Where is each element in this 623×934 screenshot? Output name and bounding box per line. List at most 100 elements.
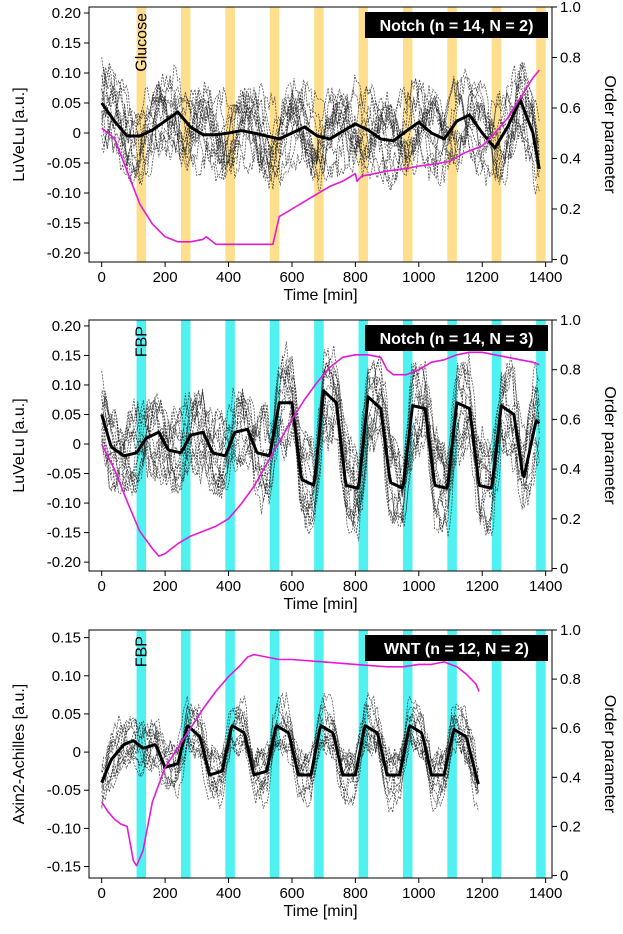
plot-frame [88, 319, 553, 572]
x-axis-label: Time [min] [283, 287, 357, 304]
y2-tick-label: 1.0 [560, 0, 581, 16]
y2-axis-label: Order parameter [601, 386, 618, 505]
y-tick-label: -0.10 [47, 495, 81, 512]
x-tick-label: 800 [343, 578, 368, 595]
individual-trace [101, 64, 540, 195]
x-tick-label: 1200 [466, 269, 499, 286]
individual-trace [101, 716, 479, 809]
y-tick-label: 0.15 [52, 347, 81, 364]
pulse-annotation: FBP [133, 326, 150, 357]
series-mean-line [100, 389, 541, 490]
pulse-band [225, 7, 235, 262]
y-axis-label: LuVeLu [a.u.] [11, 398, 28, 492]
y-tick-label: -0.20 [47, 245, 81, 262]
x-tick-label: 400 [216, 269, 241, 286]
y2-tick-label: 1.0 [560, 622, 581, 639]
x-tick-label: 800 [343, 885, 368, 902]
x-tick-label: 600 [279, 885, 304, 902]
pulse-band [136, 630, 147, 878]
y2-tick-label: 0.6 [560, 411, 581, 428]
x-tick-label: 800 [343, 269, 368, 286]
plot-frame [88, 629, 553, 879]
y-tick-label: 0.10 [52, 668, 81, 685]
x-axis-label: Time [min] [283, 596, 357, 613]
y2-tick-label: 0.6 [560, 720, 581, 737]
y2-axis-label: Order parameter [601, 75, 618, 194]
y-tick-label: 0 [73, 125, 81, 142]
pulse-band [491, 7, 502, 262]
y-tick-label: 0.10 [52, 377, 81, 394]
individual-trace [101, 73, 540, 183]
x-tick-label: 0 [98, 578, 106, 595]
y2-tick-label: 1.0 [560, 312, 581, 329]
x-tick-label: 1400 [529, 885, 562, 902]
individual-trace [101, 86, 540, 167]
individual-trace [101, 73, 540, 189]
x-tick-label: 200 [153, 578, 178, 595]
pulse-annotation: FBP [133, 636, 150, 667]
y2-tick-label: 0.4 [560, 769, 581, 786]
x-tick-label: 1400 [529, 269, 562, 286]
title-badge [365, 635, 548, 661]
y-tick-label: 0 [73, 436, 81, 453]
x-tick-label: 0 [98, 269, 106, 286]
individual-trace [101, 91, 540, 171]
x-tick-label: 400 [216, 885, 241, 902]
individual-trace [101, 375, 540, 509]
x-tick-label: 1000 [402, 269, 435, 286]
x-tick-label: 200 [153, 885, 178, 902]
pulse-band [536, 320, 546, 571]
x-axis-label: Time [min] [283, 903, 357, 920]
pulse-band [536, 7, 546, 262]
y-tick-label: -0.15 [47, 859, 81, 876]
individual-trace [101, 355, 540, 536]
individual-trace [101, 341, 540, 542]
individual-trace [101, 61, 540, 181]
title-badge-text: Notch (n = 14, N = 3) [380, 331, 534, 348]
x-tick-label: 0 [98, 885, 106, 902]
pulse-band [536, 630, 546, 878]
x-tick-label: 600 [279, 578, 304, 595]
y-tick-label: -0.10 [47, 185, 81, 202]
y-tick-label: -0.15 [47, 215, 81, 232]
individual-trace [101, 705, 479, 796]
y2-tick-label: 0.2 [560, 818, 581, 835]
pulse-band [491, 630, 502, 878]
x-tick-label: 1000 [402, 885, 435, 902]
series-mean-line [100, 98, 541, 170]
y2-tick-label: 0.2 [560, 511, 581, 528]
y2-tick-label: 0.8 [560, 49, 581, 66]
y-tick-label: 0.20 [52, 318, 81, 335]
series-order-parameter-line [101, 653, 480, 867]
individual-trace [101, 702, 479, 806]
y-tick-label: 0.05 [52, 406, 81, 423]
pulse-band [180, 7, 191, 262]
title-badge-text: WNT (n = 12, N = 2) [384, 641, 529, 658]
series-order-parameter-line [101, 69, 540, 246]
y-tick-label: -0.15 [47, 525, 81, 542]
y2-tick-label: 0 [560, 868, 568, 885]
y2-tick-label: 0 [560, 251, 568, 268]
y-tick-label: -0.05 [47, 466, 81, 483]
title-badge-text: Notch (n = 14, N = 2) [380, 18, 534, 35]
series-mean-line [100, 724, 480, 785]
y2-tick-label: 0.4 [560, 150, 581, 167]
individual-trace [101, 357, 540, 522]
y-tick-label: 0 [73, 744, 81, 761]
individual-trace [101, 395, 540, 501]
plot-frame [88, 6, 553, 263]
individual-traces [101, 57, 540, 195]
y-tick-label: -0.05 [47, 782, 81, 799]
individual-trace [101, 71, 540, 181]
pulse-annotation: Glucose [133, 13, 150, 72]
y-tick-label: 0.10 [52, 65, 81, 82]
x-tick-label: 1000 [402, 578, 435, 595]
y2-tick-label: 0.8 [560, 671, 581, 688]
y-axis-label: LuVeLu [a.u.] [11, 87, 28, 181]
title-badge [365, 12, 548, 38]
y2-tick-label: 0.4 [560, 461, 581, 478]
panel-notch-fbp: -0.20-0.15-0.10-0.0500.050.100.150.2000.… [11, 312, 618, 613]
title-badge [365, 325, 548, 351]
x-tick-label: 200 [153, 269, 178, 286]
